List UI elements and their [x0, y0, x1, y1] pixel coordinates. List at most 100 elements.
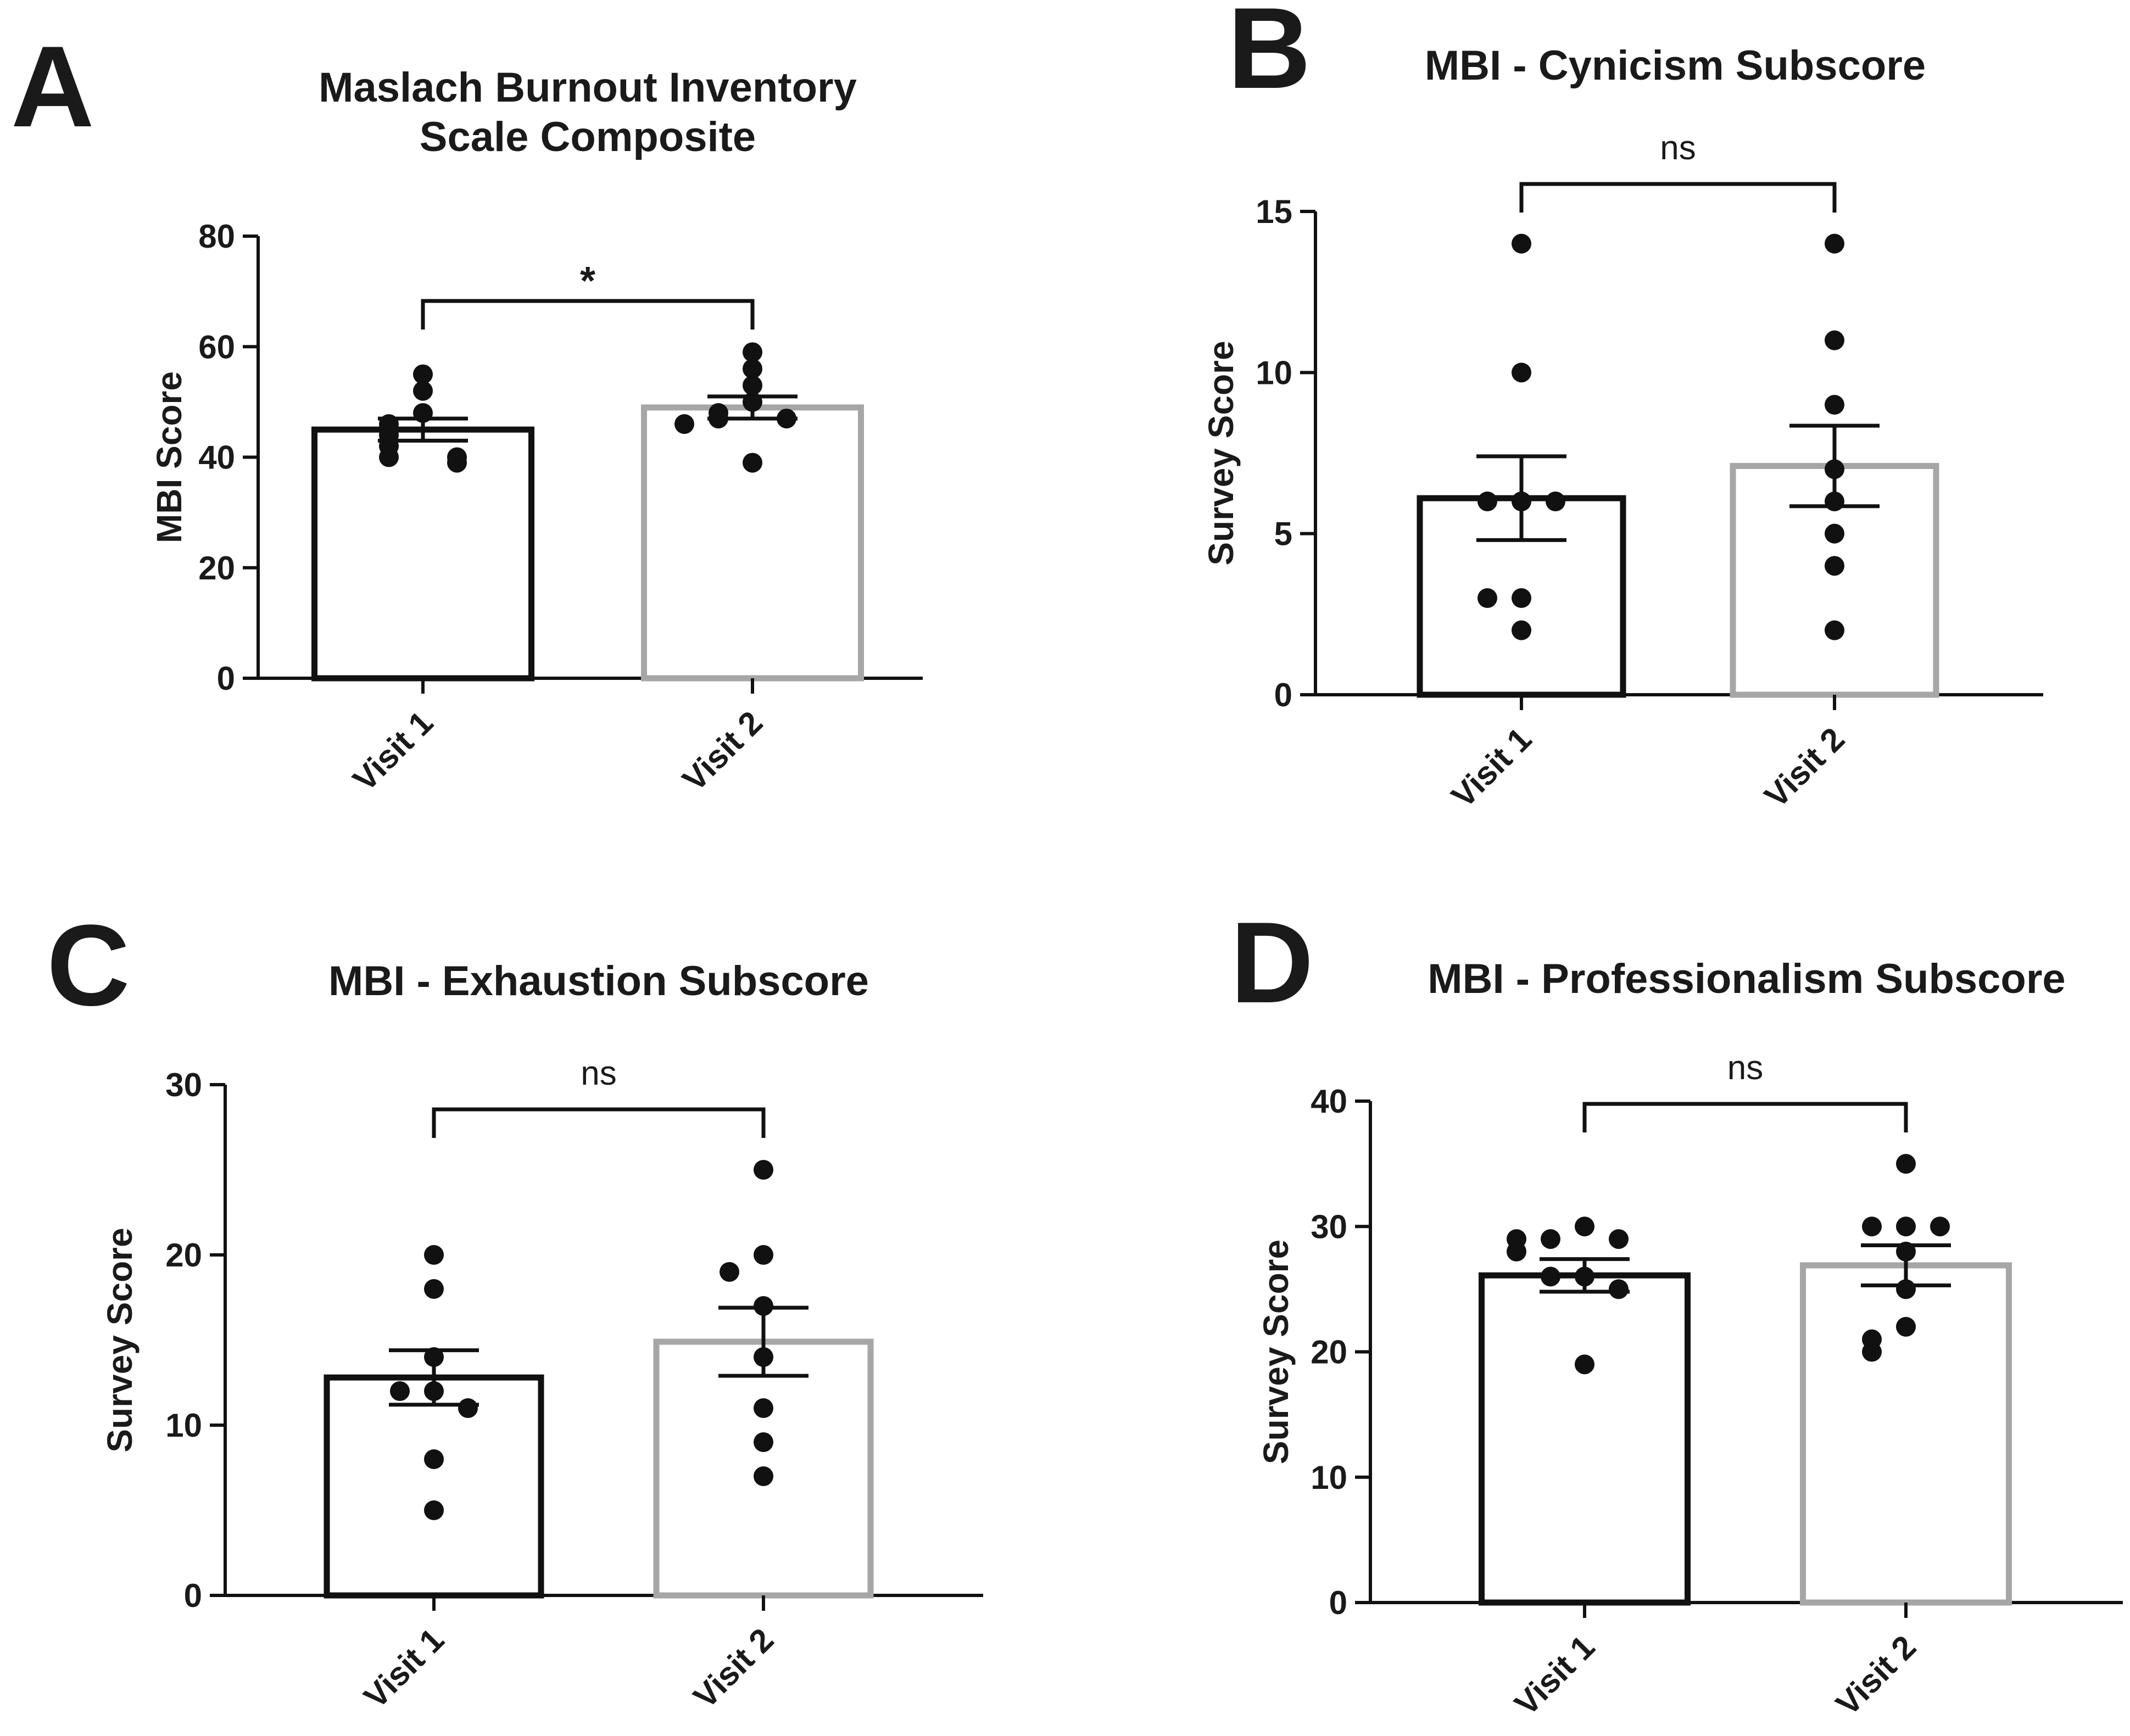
data-point: [1609, 1229, 1629, 1249]
panel-C: C MBI - Exhaustion Subscore Survey Score 0 1…: [47, 901, 983, 1715]
data-point: [1477, 492, 1497, 511]
data-point: [1930, 1216, 1950, 1237]
data-point: [1512, 588, 1531, 608]
data-point: [1507, 1241, 1526, 1261]
data-point: [1896, 1216, 1916, 1237]
x-tick-label: Visit 1: [1445, 721, 1539, 815]
chart-title: Scale Composite: [420, 114, 756, 160]
significance-label: ns: [581, 1054, 616, 1092]
y-axis-title: MBI Score: [149, 371, 189, 543]
bar-1: [324, 1374, 544, 1599]
x-tick-label: Visit 1: [357, 1621, 451, 1716]
data-point: [424, 1245, 444, 1265]
x-tick-label: Visit 1: [1508, 1628, 1602, 1723]
data-point: [390, 1381, 410, 1401]
data-point: [1825, 330, 1844, 350]
significance-label: ns: [1727, 1049, 1763, 1087]
data-point: [447, 453, 467, 473]
data-point: [458, 1398, 478, 1418]
data-point: [1825, 233, 1844, 254]
chart-title: MBI - Cynicism Subscore: [1425, 42, 1926, 89]
y-tick-label: 30: [1311, 1208, 1347, 1245]
data-point: [754, 1466, 773, 1486]
data-point: [1825, 556, 1844, 576]
y-tick-label: 10: [165, 1407, 202, 1444]
data-point: [424, 1279, 444, 1299]
data-point: [413, 381, 433, 401]
y-tick-label: 20: [165, 1237, 202, 1274]
data-point: [1512, 620, 1531, 640]
data-point: [754, 1245, 773, 1265]
significance-label: *: [580, 259, 595, 303]
panel-letter: B: [1228, 0, 1311, 113]
x-tick-label: Visit 2: [687, 1621, 781, 1716]
data-point: [1825, 395, 1844, 415]
y-axis-title: Survey Score: [1201, 340, 1241, 565]
data-point: [1825, 523, 1844, 544]
y-tick-label: 30: [165, 1067, 202, 1103]
bar-1: [1479, 1272, 1691, 1606]
panel-B: B MBI - Cynicism Subscore Survey Score 0 5 10…: [1201, 0, 2043, 814]
data-point: [1862, 1216, 1882, 1237]
y-axis-title: Survey Score: [100, 1227, 140, 1452]
data-point: [743, 375, 762, 395]
y-tick-label: 0: [184, 1577, 202, 1614]
panel-letter: D: [1230, 898, 1314, 1027]
significance-bracket: [432, 1107, 766, 1138]
bar-2: [641, 404, 864, 682]
data-point: [1546, 492, 1565, 511]
data-point: [424, 1500, 444, 1520]
data-point: [1575, 1354, 1594, 1375]
data-point: [754, 1432, 773, 1452]
x-tick-label: Visit 2: [1829, 1628, 1923, 1723]
data-point: [674, 414, 694, 434]
y-tick-label: 20: [198, 550, 235, 587]
y-tick-label: 10: [1311, 1459, 1347, 1496]
y-tick-label: 20: [1311, 1334, 1347, 1371]
significance-label: ns: [1660, 129, 1696, 167]
y-tick-label: 40: [1311, 1083, 1347, 1120]
data-point: [1896, 1316, 1916, 1337]
chart-title: MBI - Professionalism Subscore: [1428, 956, 2065, 1002]
y-tick-label: 15: [1256, 193, 1292, 230]
y-tick-label: 0: [217, 660, 235, 697]
y-tick-label: 60: [198, 328, 235, 365]
data-point: [1825, 620, 1844, 640]
data-point: [743, 359, 762, 379]
x-tick-label: Visit 1: [346, 704, 441, 799]
x-tick-label: Visit 2: [676, 704, 770, 799]
significance-bracket: [421, 299, 755, 330]
y-tick-label: 0: [1274, 677, 1292, 713]
data-point: [1512, 233, 1531, 254]
significance-bracket: [1582, 1102, 1908, 1132]
panel-letter: A: [11, 22, 94, 151]
x-tick-label: Visit 2: [1758, 721, 1852, 815]
data-point: [379, 447, 399, 467]
chart-title: Maslach Burnout Inventory: [319, 64, 857, 111]
data-point: [1609, 1279, 1629, 1299]
data-point: [743, 453, 762, 473]
y-tick-label: 80: [198, 218, 235, 255]
data-point: [720, 1262, 739, 1282]
bar-1: [311, 426, 534, 682]
y-tick-label: 0: [1329, 1584, 1347, 1621]
panel-letter: C: [47, 901, 130, 1030]
panel-D: D MBI - Professionalism Subscore Survey Sc…: [1230, 898, 2123, 1722]
y-tick-label: 10: [1256, 354, 1292, 391]
data-point: [754, 1398, 773, 1418]
data-point: [424, 1449, 444, 1469]
chart-title: MBI - Exhaustion Subscore: [328, 958, 869, 1004]
y-axis-title: Survey Score: [1256, 1240, 1296, 1464]
data-point: [1541, 1266, 1560, 1287]
significance-bracket: [1519, 182, 1837, 213]
data-point: [413, 364, 433, 384]
data-point: [1575, 1216, 1594, 1237]
y-tick-label: 5: [1274, 516, 1292, 552]
data-point: [743, 342, 762, 362]
data-point: [754, 1160, 773, 1180]
data-point: [1477, 588, 1497, 608]
bar-2: [1800, 1262, 2012, 1606]
